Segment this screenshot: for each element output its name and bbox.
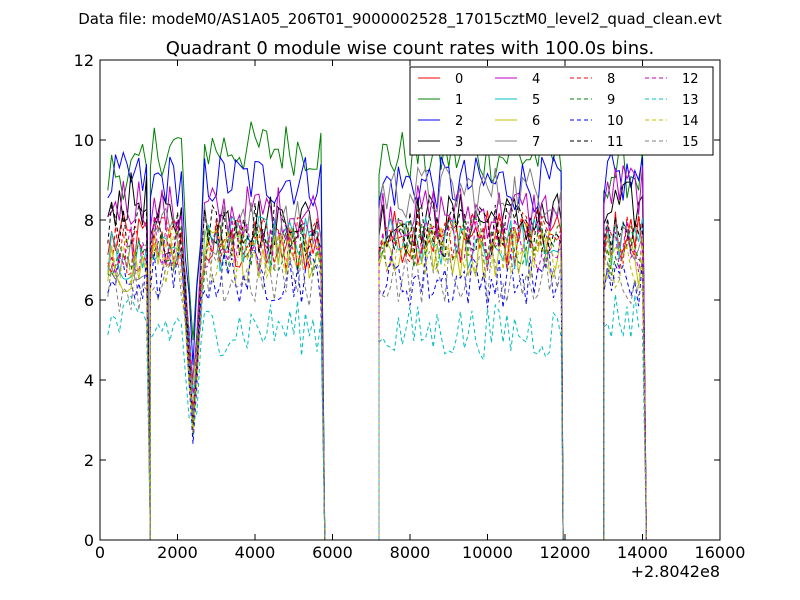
y-tick-label: 2: [84, 451, 94, 470]
y-tick-label: 10: [74, 131, 94, 150]
legend-label-14: 14: [682, 114, 699, 129]
legend-label-10: 10: [607, 114, 624, 129]
legend-label-8: 8: [607, 72, 615, 87]
legend-label-5: 5: [532, 93, 540, 108]
legend-label-12: 12: [682, 72, 699, 87]
x-tick-label: 14000: [617, 543, 668, 562]
y-tick-label: 0: [84, 531, 94, 550]
legend-label-13: 13: [682, 93, 699, 108]
x-tick-label: 8000: [390, 543, 431, 562]
x-tick-label: 10000: [462, 543, 513, 562]
legend-label-9: 9: [607, 93, 615, 108]
y-tick-label: 6: [84, 291, 94, 310]
x-tick-label: 0: [95, 543, 105, 562]
x-tick-label: 4000: [235, 543, 276, 562]
legend-label-7: 7: [532, 135, 540, 150]
x-tick-label: 2000: [157, 543, 198, 562]
legend-label-15: 15: [682, 135, 699, 150]
series-line-14: [107, 220, 647, 541]
series-line-11: [107, 202, 647, 541]
series-line-3: [107, 172, 647, 541]
data-file-header: Data file: modeM0/AS1A05_206T01_90000025…: [78, 10, 722, 29]
x-tick-label: 6000: [312, 543, 353, 562]
legend-label-2: 2: [455, 114, 463, 129]
series-line-12: [107, 215, 647, 541]
y-tick-label: 4: [84, 371, 94, 390]
y-tick-label: 8: [84, 211, 94, 230]
legend-label-11: 11: [607, 135, 624, 150]
y-tick-label: 12: [74, 51, 94, 70]
legend-label-4: 4: [532, 72, 540, 87]
series-line-7: [107, 165, 647, 541]
legend-label-6: 6: [532, 114, 540, 129]
series-line-1: [107, 121, 647, 541]
legend-box: [409, 66, 714, 156]
series-line-13: [107, 294, 647, 541]
chart-title: Quadrant 0 module wise count rates with …: [166, 38, 655, 59]
series-layer: [107, 121, 647, 541]
legend-label-1: 1: [455, 93, 463, 108]
series-line-15: [107, 248, 647, 541]
x-offset-label: +2.8042e8: [631, 562, 720, 581]
legend-label-3: 3: [455, 135, 463, 150]
x-tick-label: 16000: [695, 543, 746, 562]
tick-layer: 0 2000 4000 6000 8000 10000 12000 14000 16000 0 2 4…: [74, 51, 746, 562]
legend-label-0: 0: [455, 72, 463, 87]
series-line-9: [107, 216, 647, 541]
x-tick-label: 12000: [540, 543, 591, 562]
